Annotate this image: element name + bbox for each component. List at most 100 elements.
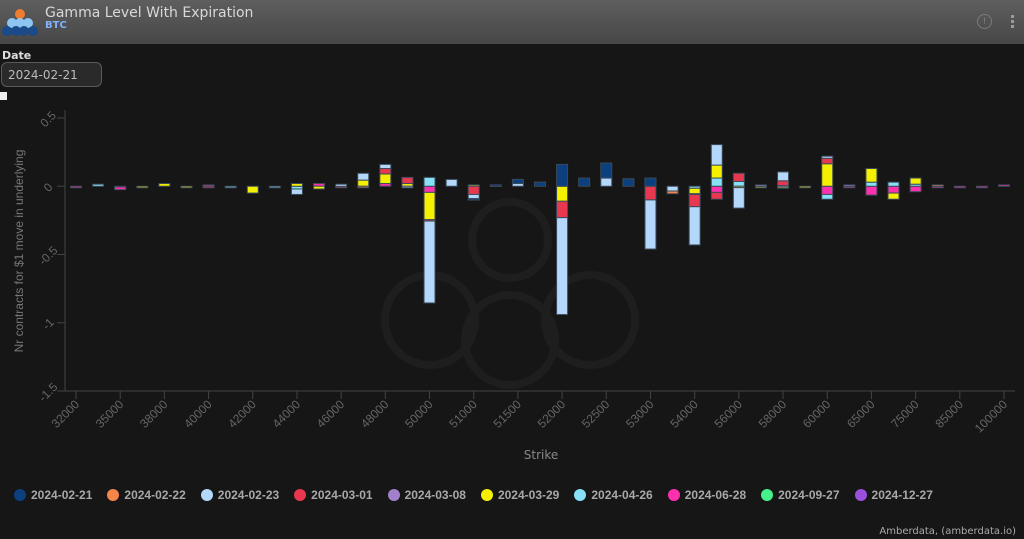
x-tick-label: 32000 <box>49 397 83 431</box>
bar-segment <box>909 177 922 185</box>
x-tick-label: 44000 <box>270 397 304 431</box>
bar-segment <box>865 181 878 187</box>
x-tick-label: 42000 <box>225 397 259 431</box>
bar-segment <box>644 177 657 187</box>
bar-segment <box>423 185 436 193</box>
x-tick-label: 65000 <box>844 397 878 431</box>
bar-segment <box>335 183 348 187</box>
legend-marker-icon <box>574 488 587 501</box>
legend-marker-icon <box>667 488 680 501</box>
bar-segment <box>92 183 105 187</box>
bar-segment <box>644 185 657 201</box>
bar-segment <box>136 185 149 189</box>
bar-segment <box>931 184 944 187</box>
bar-segment <box>70 185 82 189</box>
x-tick-label: 52500 <box>579 397 613 431</box>
bar-segment <box>887 185 900 194</box>
toggle-button[interactable] <box>0 92 7 100</box>
bar-segment <box>887 181 900 187</box>
x-tick-label: 75000 <box>888 397 922 431</box>
legend-item[interactable]: 2024-04-26 <box>574 486 653 503</box>
bar-segment <box>710 185 723 193</box>
x-tick-label: 40000 <box>181 397 215 431</box>
x-tick-label: 58000 <box>756 397 790 431</box>
bar-segment <box>313 185 326 190</box>
bar-segment <box>688 193 701 208</box>
legend-marker-icon <box>14 488 26 501</box>
legend-label: 2024-06-28 <box>684 487 747 502</box>
bar-segment <box>114 186 127 191</box>
bar-segment <box>821 185 834 195</box>
bar-segment <box>688 187 701 195</box>
bar-segment <box>290 188 303 195</box>
bar-segment <box>666 185 679 192</box>
x-tick-label: 52000 <box>535 397 569 431</box>
watermark-logo <box>381 198 639 389</box>
bar-segment <box>732 180 745 187</box>
legend-item[interactable]: 2024-03-29 <box>480 486 559 503</box>
legend-marker-icon <box>761 488 774 501</box>
bar-segment <box>975 185 988 189</box>
bar-segment <box>710 144 723 166</box>
bar-segment <box>467 185 480 195</box>
date-label: Date <box>2 49 32 62</box>
bar-segment <box>732 187 745 209</box>
bar-segment <box>600 162 613 179</box>
legend-item[interactable]: 2024-02-23 <box>200 486 280 503</box>
bar-segment <box>202 185 215 189</box>
bar-segment <box>290 183 303 187</box>
bar-segment <box>556 185 569 202</box>
bar-segment <box>467 198 480 201</box>
bar-segment <box>710 164 723 179</box>
x-tick-label: 54000 <box>667 397 701 431</box>
legend-item[interactable]: 2024-09-27 <box>761 486 840 503</box>
bar-segment <box>909 185 922 193</box>
kebab-menu-icon[interactable] <box>1011 15 1015 29</box>
bar-segment <box>467 193 480 200</box>
bar-segment <box>644 199 657 250</box>
bar-segment <box>821 193 834 200</box>
widget-header: Gamma Level With Expiration BTC ! <box>0 0 1024 44</box>
legend-marker-icon <box>107 488 120 501</box>
x-tick-label: 46000 <box>314 397 348 431</box>
legend-item[interactable]: 2024-03-01 <box>294 486 373 503</box>
bar-segment <box>622 178 635 187</box>
bar-segment <box>445 178 458 187</box>
bar-segment <box>268 185 281 189</box>
legend-marker-icon <box>854 488 867 501</box>
bar-segment <box>777 171 790 182</box>
y-tick-label: 0 <box>41 180 56 195</box>
x-tick-label: 60000 <box>800 397 834 431</box>
bar-segment <box>158 183 171 187</box>
date-input[interactable] <box>1 62 102 87</box>
bar-segment <box>578 177 591 187</box>
bar-segment <box>998 184 1010 187</box>
legend-item[interactable]: 2024-03-08 <box>387 486 466 503</box>
x-tick-label: 56000 <box>711 397 745 431</box>
bar-segment <box>821 155 834 159</box>
legend-item[interactable]: 2024-02-21 <box>14 486 92 503</box>
legend-label: 2024-02-23 <box>217 487 280 502</box>
bar-segment <box>666 190 679 195</box>
legend-label: 2024-02-22 <box>124 487 186 502</box>
y-tick-label: 0.5 <box>37 108 59 130</box>
bar-segment <box>224 185 237 189</box>
legend-item[interactable]: 2024-06-28 <box>667 486 747 503</box>
bar-segment <box>180 185 193 189</box>
bar-segment <box>865 168 878 183</box>
bar-segment <box>489 184 502 187</box>
y-axis-title: Nr contracts for $1 move in underlying <box>12 150 26 353</box>
bar-segment <box>732 172 745 182</box>
bar-segment <box>710 191 723 200</box>
legend-item[interactable]: 2024-02-22 <box>107 486 186 503</box>
bar-segment <box>379 163 392 170</box>
bar-segment <box>688 206 701 246</box>
bar-segment <box>600 177 613 187</box>
bar-segment <box>423 176 436 187</box>
y-tick-label: -1.5 <box>36 380 61 405</box>
legend-marker-icon <box>294 488 307 501</box>
chart-legend: 2024-02-21 2024-02-22 2024-02-23 2024-03-01… <box>14 486 974 504</box>
legend-item[interactable]: 2024-12-27 <box>854 486 933 503</box>
info-icon[interactable]: ! <box>977 14 992 29</box>
